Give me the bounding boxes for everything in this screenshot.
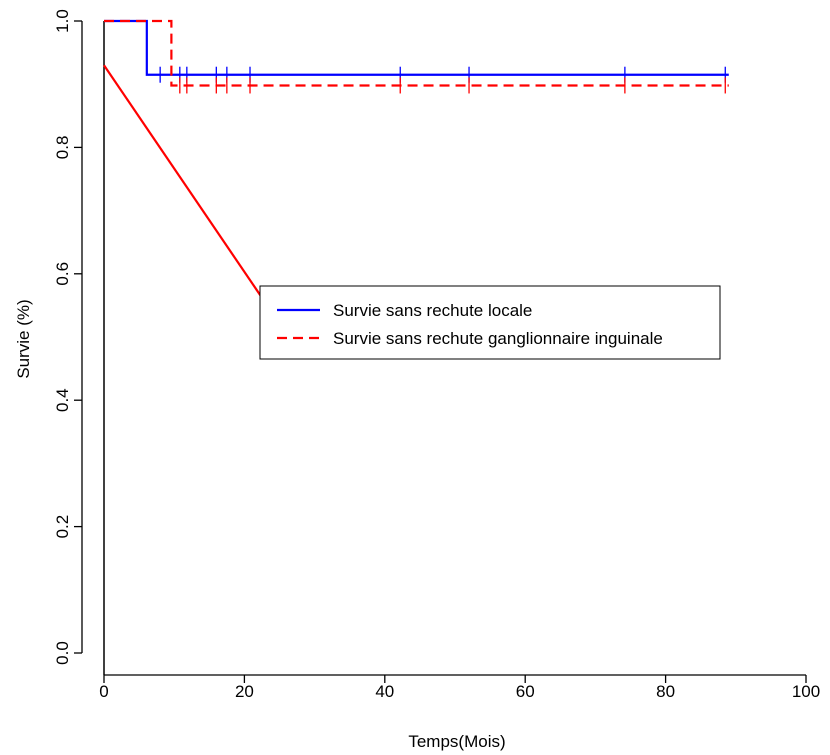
annotation-line bbox=[103, 64, 288, 335]
annotation-layer bbox=[103, 64, 288, 335]
series-line bbox=[104, 19, 729, 87]
x-tick-label: 0 bbox=[99, 682, 108, 701]
x-tick-label: 60 bbox=[516, 682, 535, 701]
series-1 bbox=[104, 19, 729, 83]
series-line bbox=[104, 19, 729, 76]
axes: 0 20 40 60 80 100 0.0 0.2 0.4 0.6 0.8 1.0 bbox=[53, 9, 820, 701]
x-tick-label: 80 bbox=[656, 682, 675, 701]
y-tick-label: 0.4 bbox=[53, 388, 72, 412]
y-tick-label: 0.6 bbox=[53, 262, 72, 286]
y-tick-label: 0.2 bbox=[53, 515, 72, 539]
legend-label: Survie sans rechute locale bbox=[333, 301, 532, 320]
series-layer bbox=[104, 19, 729, 94]
x-tick-label: 100 bbox=[792, 682, 820, 701]
y-tick-label: 1.0 bbox=[53, 9, 72, 33]
y-axis-title: Survie (%) bbox=[14, 299, 33, 378]
legend-box bbox=[259, 285, 721, 360]
x-tick-label: 20 bbox=[235, 682, 254, 701]
y-tick-label: 0.8 bbox=[53, 136, 72, 160]
x-tick-label: 40 bbox=[375, 682, 394, 701]
series-2 bbox=[104, 19, 729, 94]
legend: Survie sans rechute locale Survie sans re… bbox=[259, 285, 721, 360]
y-tick-label: 0.0 bbox=[53, 641, 72, 665]
legend-label: Survie sans rechute ganglionnaire inguin… bbox=[333, 329, 663, 348]
x-axis-title: Temps(Mois) bbox=[408, 732, 505, 751]
